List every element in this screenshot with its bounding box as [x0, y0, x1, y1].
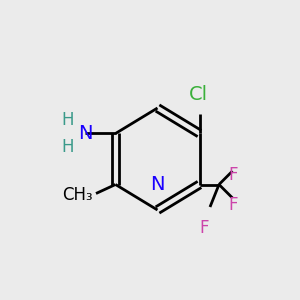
- Text: N: N: [78, 124, 93, 143]
- Text: H: H: [61, 138, 74, 156]
- Text: F: F: [228, 167, 238, 184]
- Text: N: N: [150, 175, 165, 194]
- Text: Cl: Cl: [189, 85, 208, 104]
- Text: F: F: [228, 196, 238, 214]
- Text: CH₃: CH₃: [62, 186, 93, 204]
- Text: F: F: [199, 219, 209, 237]
- Text: H: H: [61, 111, 74, 129]
